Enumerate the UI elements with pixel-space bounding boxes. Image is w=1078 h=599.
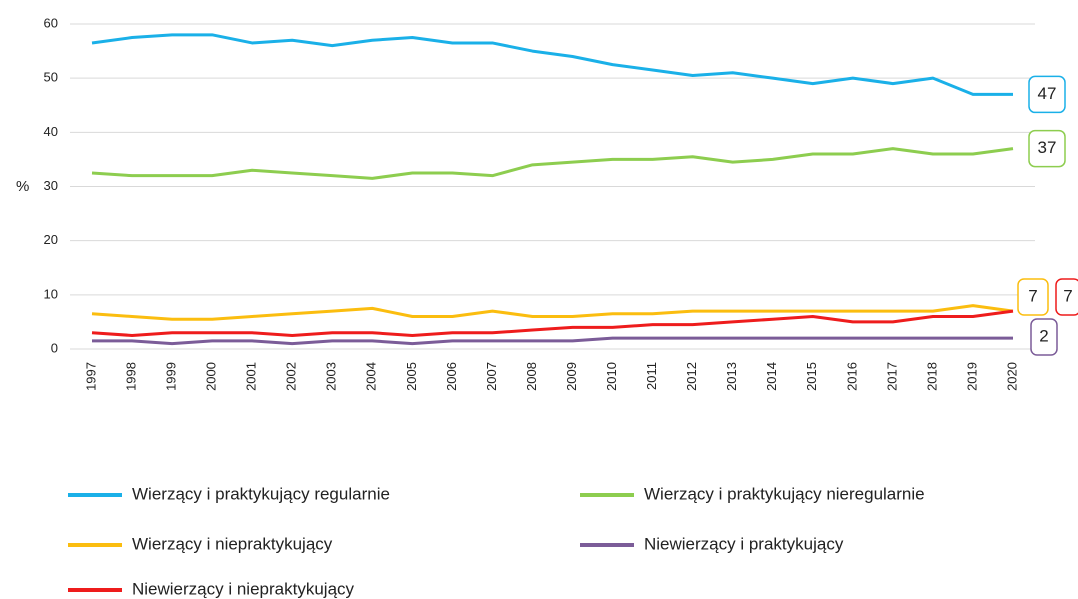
end-label: 37	[1038, 138, 1057, 157]
y-tick-label: 50	[44, 70, 58, 85]
y-tick-label: 20	[44, 232, 58, 247]
x-tick-label: 2002	[284, 362, 299, 391]
series-line	[91, 309, 1014, 337]
series-line	[92, 336, 1013, 346]
x-tick-label: 2011	[644, 362, 659, 390]
y-tick-label: 40	[44, 124, 58, 139]
y-tick-label: 60	[44, 15, 58, 30]
end-label-box	[1028, 129, 1066, 168]
x-tick-label: 2018	[924, 362, 939, 391]
end-label: 7	[1028, 286, 1037, 305]
x-tick-label: 1998	[123, 362, 138, 391]
x-tick-label: 2001	[244, 362, 259, 391]
x-tick-label: 1997	[83, 362, 98, 391]
x-tick-label: 2019	[964, 362, 979, 391]
x-tick-label: 2020	[1004, 362, 1019, 391]
x-tick-label: 2005	[404, 362, 419, 391]
x-tick-label: 2013	[724, 362, 739, 391]
y-axis-label: %	[16, 178, 29, 195]
x-tick-label: 2016	[844, 362, 859, 391]
x-tick-label: 2015	[804, 362, 819, 391]
x-tick-label: 2010	[604, 362, 619, 391]
legend: Wierzący i praktykujący regularnie Wierzą…	[68, 484, 925, 598]
y-tick-label: 10	[44, 286, 58, 301]
legend-label: Niewierzący i niepraktykujący	[132, 579, 355, 598]
x-tick-label: 2004	[364, 362, 379, 391]
legend-label: Niewierzący i praktykujący	[644, 534, 844, 553]
end-label-box	[1028, 75, 1066, 114]
end-label: 47	[1038, 84, 1057, 103]
y-tick-label: 30	[44, 178, 58, 193]
x-tick-label: 2007	[484, 362, 499, 391]
x-tick-label: 2003	[324, 362, 339, 391]
end-label-box	[1017, 278, 1049, 316]
end-label-box	[1055, 278, 1078, 316]
series-line	[91, 304, 1014, 321]
x-tick-label: 2006	[444, 362, 459, 391]
x-tick-label: 2012	[684, 362, 699, 391]
series-line	[91, 147, 1014, 180]
legend-label: Wierzący i niepraktykujący	[132, 534, 333, 553]
x-tick-label: 2008	[524, 362, 539, 391]
end-label: 2	[1039, 326, 1048, 345]
x-tick-label: 2017	[884, 362, 899, 391]
legend-label: Wierzący i praktykujący nieregularnie	[644, 484, 925, 503]
x-tick-label: 1999	[164, 362, 179, 391]
y-tick-label: 0	[51, 340, 58, 355]
end-label: 7	[1063, 286, 1072, 305]
series-line	[91, 33, 1013, 96]
x-tick-label: 2009	[564, 362, 579, 391]
x-tick-label: 2014	[764, 362, 779, 391]
legend-label: Wierzący i praktykujący regularnie	[132, 484, 390, 503]
x-tick-label: 2000	[204, 362, 219, 391]
end-label-box	[1030, 318, 1058, 356]
